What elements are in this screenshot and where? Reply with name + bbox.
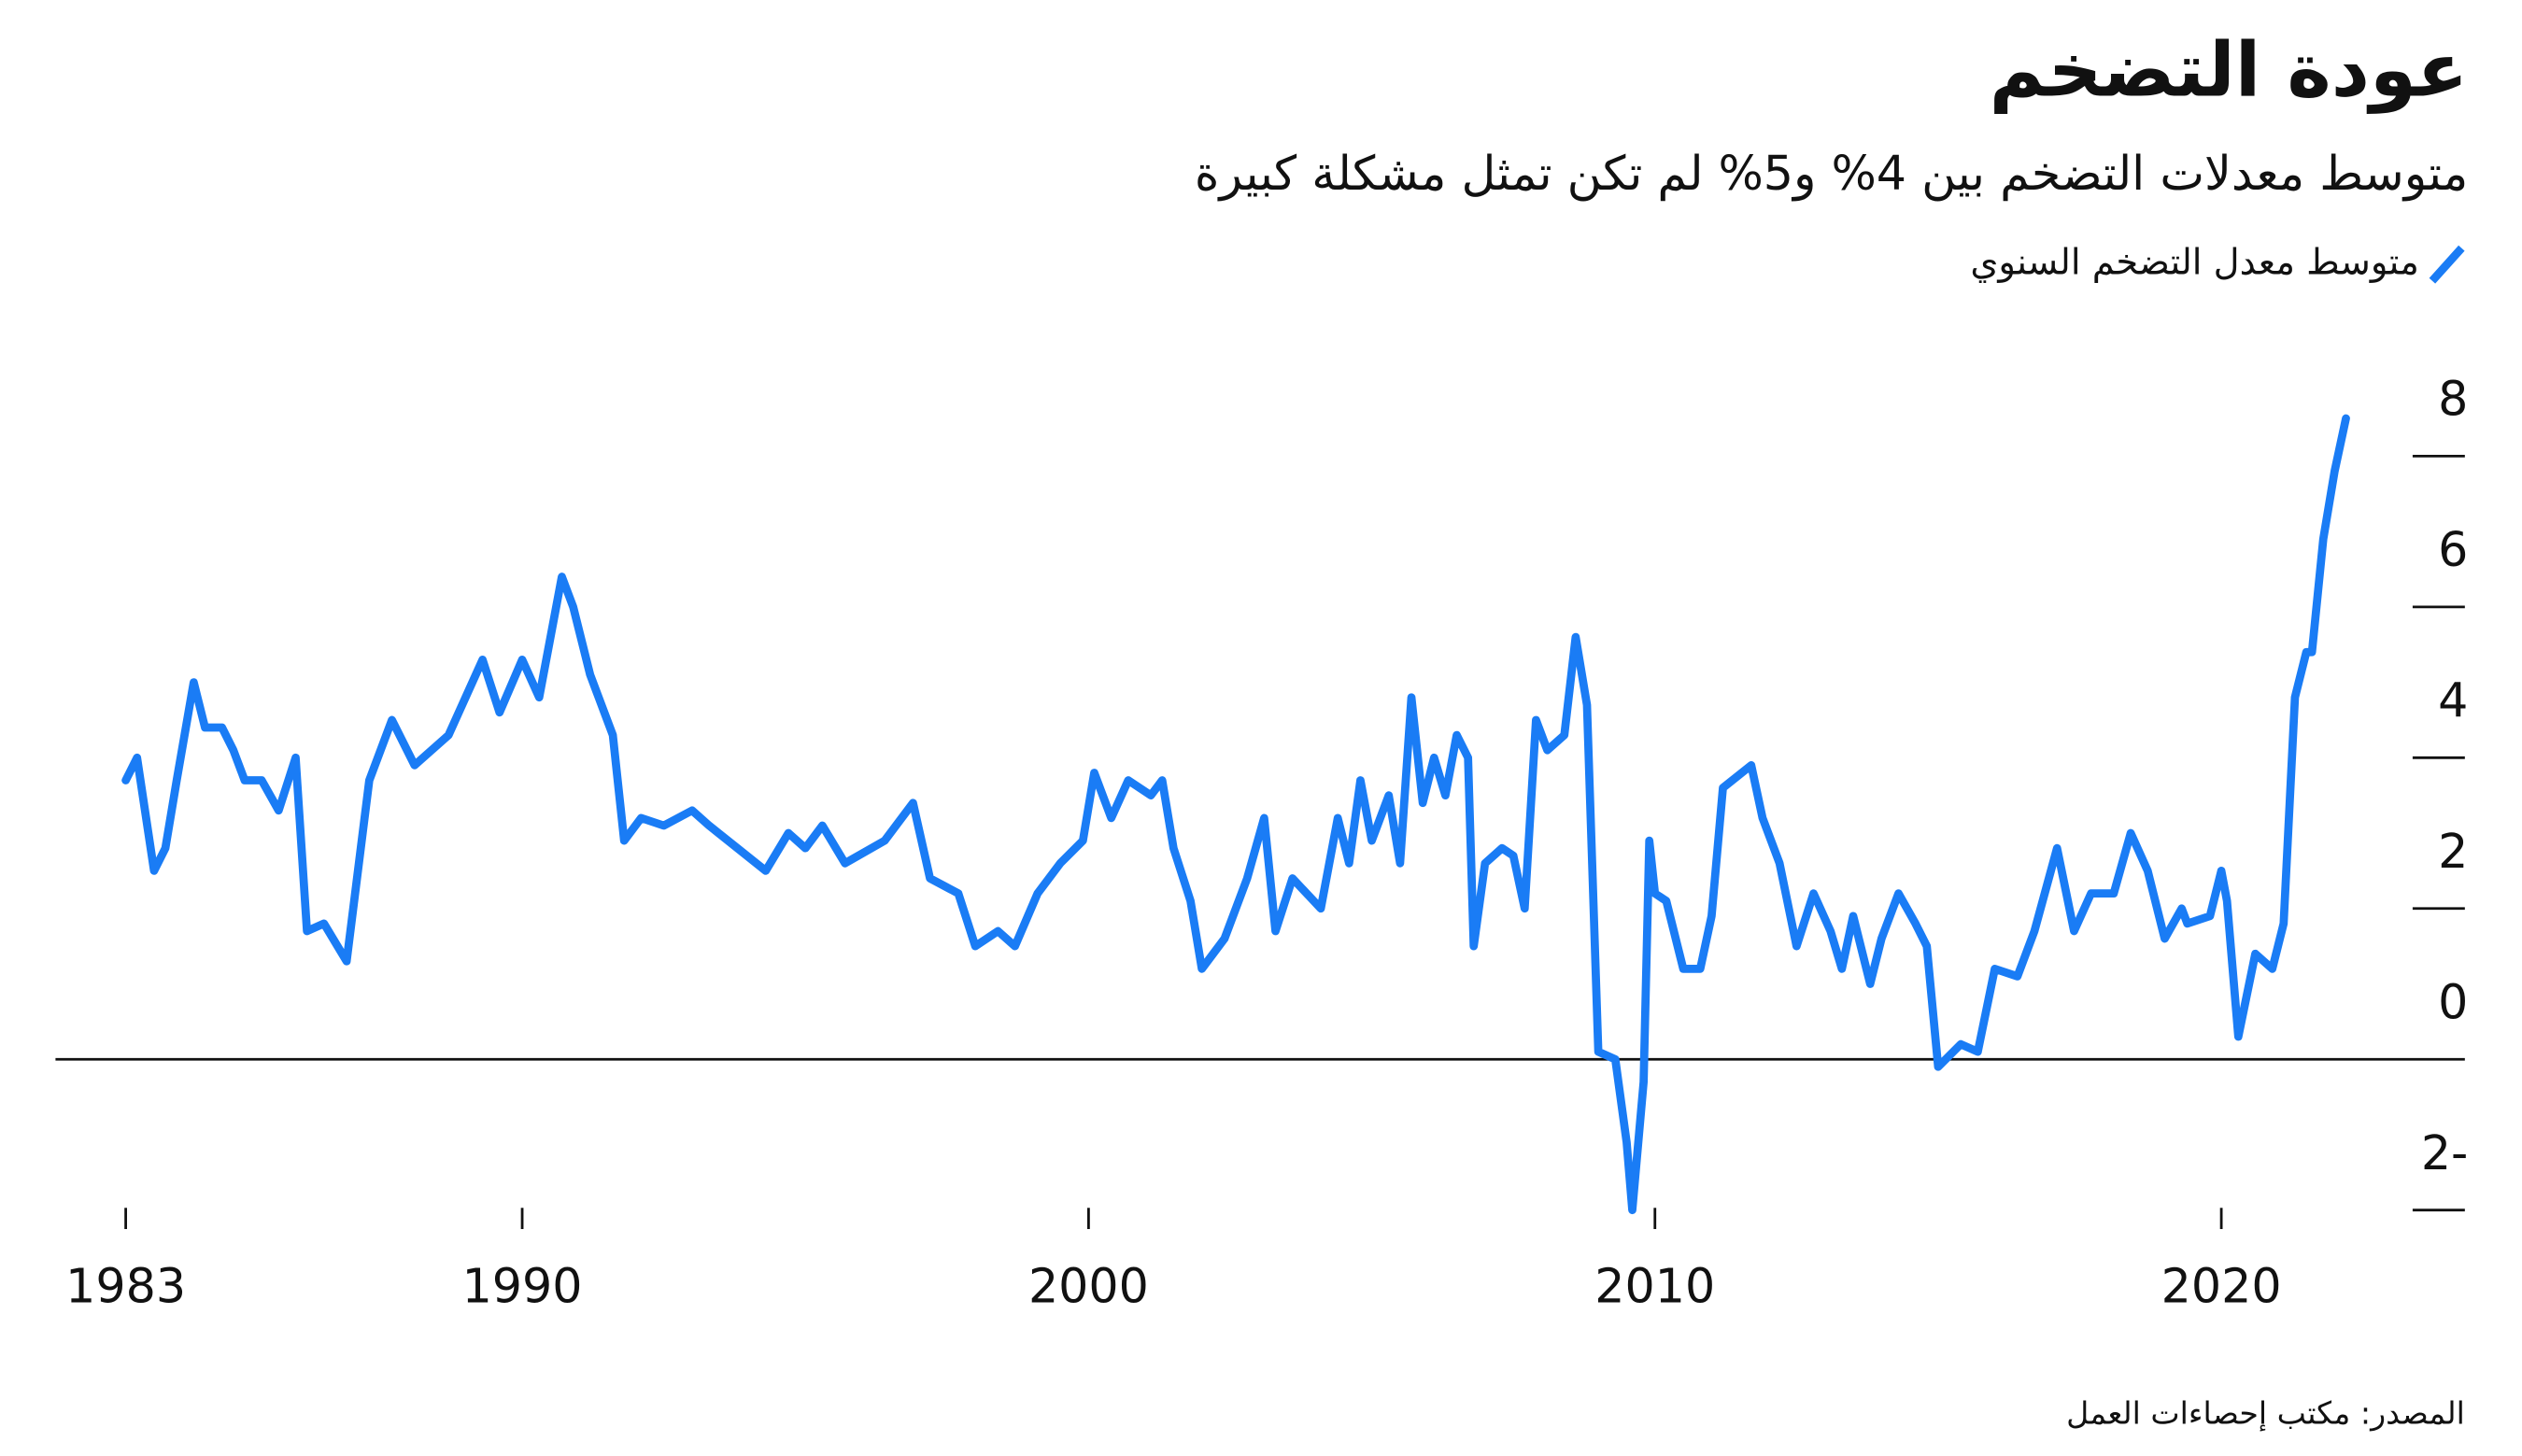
y-tick-label: 2 bbox=[2438, 824, 2468, 879]
legend-swatch bbox=[2429, 245, 2465, 284]
y-tick-label: 8 bbox=[2438, 372, 2468, 427]
chart-subtitle: متوسط معدلات التضخم بين 4% و5% لم تكن تم… bbox=[1195, 146, 2468, 202]
y-tick-label: 0 bbox=[2438, 975, 2468, 1030]
x-tick-label: 1983 bbox=[65, 1259, 186, 1314]
x-tick-label: 1990 bbox=[462, 1259, 583, 1314]
y-tick-label: 2- bbox=[2421, 1125, 2469, 1180]
y-tick-label: 4 bbox=[2438, 673, 2468, 728]
data-line bbox=[121, 414, 2350, 1215]
chart-title: عودة التضخم bbox=[1990, 25, 2469, 114]
y-tick-label: 6 bbox=[2438, 522, 2468, 577]
x-tick-label: 2010 bbox=[1594, 1259, 1715, 1314]
x-tick-label: 2020 bbox=[2161, 1259, 2282, 1314]
legend-label: متوسط معدل التضخم السنوي bbox=[1970, 242, 2419, 284]
source: المصدر: مكتب إحصاءات العمل bbox=[2066, 1395, 2465, 1433]
x-tick-label: 2000 bbox=[1028, 1259, 1149, 1314]
